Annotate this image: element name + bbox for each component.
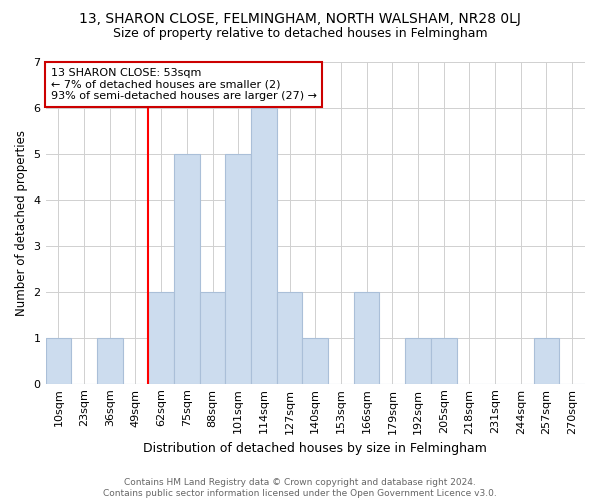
Bar xyxy=(277,292,302,384)
Bar xyxy=(148,292,174,384)
Bar xyxy=(533,338,559,384)
Bar xyxy=(226,154,251,384)
Bar xyxy=(302,338,328,384)
Bar xyxy=(200,292,226,384)
Bar xyxy=(354,292,379,384)
Text: 13, SHARON CLOSE, FELMINGHAM, NORTH WALSHAM, NR28 0LJ: 13, SHARON CLOSE, FELMINGHAM, NORTH WALS… xyxy=(79,12,521,26)
Bar xyxy=(431,338,457,384)
Bar xyxy=(251,108,277,384)
Text: Size of property relative to detached houses in Felmingham: Size of property relative to detached ho… xyxy=(113,28,487,40)
Text: 13 SHARON CLOSE: 53sqm
← 7% of detached houses are smaller (2)
93% of semi-detac: 13 SHARON CLOSE: 53sqm ← 7% of detached … xyxy=(51,68,317,101)
Bar xyxy=(97,338,122,384)
Text: Contains HM Land Registry data © Crown copyright and database right 2024.
Contai: Contains HM Land Registry data © Crown c… xyxy=(103,478,497,498)
X-axis label: Distribution of detached houses by size in Felmingham: Distribution of detached houses by size … xyxy=(143,442,487,455)
Y-axis label: Number of detached properties: Number of detached properties xyxy=(15,130,28,316)
Bar xyxy=(174,154,200,384)
Bar xyxy=(46,338,71,384)
Bar xyxy=(405,338,431,384)
